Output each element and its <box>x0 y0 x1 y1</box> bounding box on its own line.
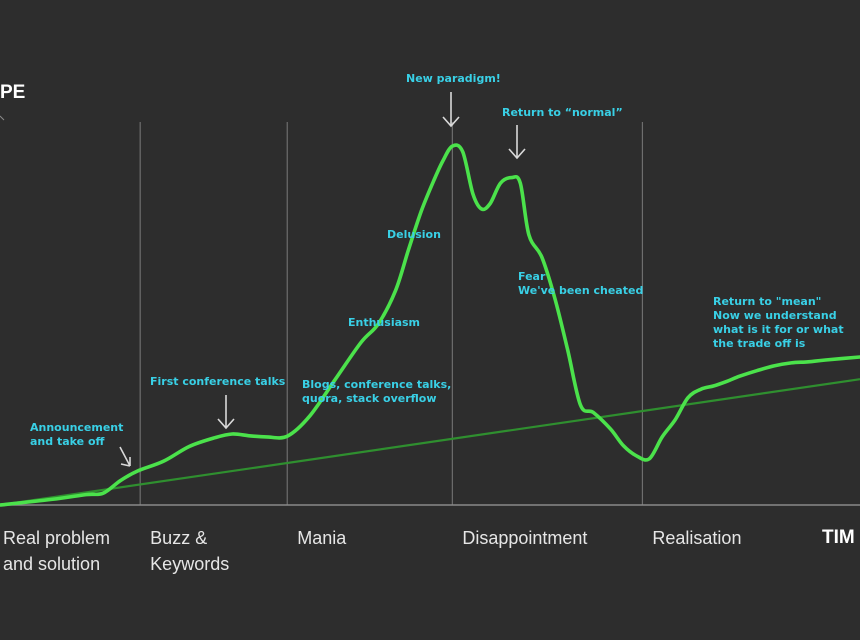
hype-curve-line <box>0 143 860 507</box>
phase-label: Buzz & Keywords <box>150 528 230 574</box>
annotation-label: Delusion <box>387 228 441 241</box>
phase-label: Disappointment <box>462 528 588 548</box>
annotation-arrow <box>442 92 460 128</box>
annotation-label: Return to “normal” <box>502 106 623 119</box>
phase-label: Realisation <box>652 528 742 548</box>
annotation-label: New paradigm! <box>406 72 501 85</box>
annotation-label: Announcement and take off <box>30 421 124 448</box>
x-axis-title: TIM <box>822 527 855 548</box>
annotation-label: Enthusiasm <box>348 316 421 329</box>
y-axis-title: PE <box>0 82 26 103</box>
phase-label: Mania <box>297 528 347 548</box>
annotation-arrow <box>217 395 235 430</box>
trend-line <box>0 378 860 507</box>
annotation-arrows <box>119 92 526 467</box>
annotation-label: Fear We've been cheated <box>518 270 644 297</box>
annotation-label: Blogs, conference talks, quora, stack ov… <box>302 378 452 405</box>
phase-dividers <box>139 122 644 505</box>
annotation-arrow <box>119 446 131 467</box>
y-axis-tick <box>0 115 5 121</box>
annotation-arrow <box>508 125 526 160</box>
annotation-label: First conference talks <box>150 375 286 388</box>
phase-label: Real problem and solution <box>3 528 111 574</box>
annotation-label: Return to "mean" Now we understand what … <box>713 295 844 350</box>
